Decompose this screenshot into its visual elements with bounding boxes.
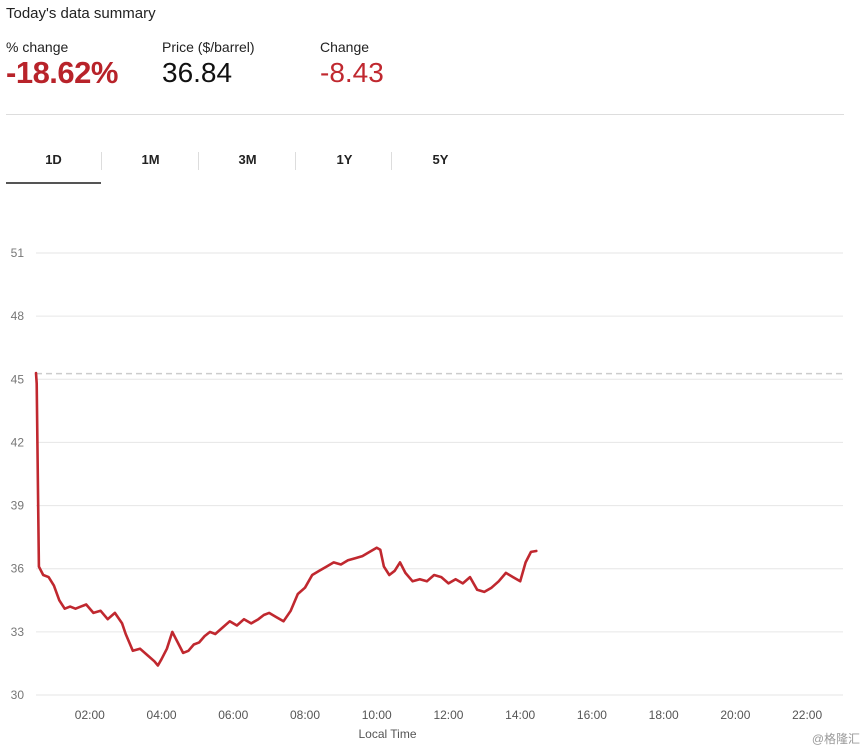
y-tick-label: 39 xyxy=(11,499,25,513)
x-tick-label: 14:00 xyxy=(505,708,535,722)
pct-change-stat: % change -18.62% xyxy=(6,39,118,91)
tab-separator xyxy=(101,152,102,170)
price-value: 36.84 xyxy=(162,57,233,88)
x-tick-label: 08:00 xyxy=(290,708,320,722)
price-label: Price ($/barrel) xyxy=(162,39,255,55)
change-value: -8.43 xyxy=(320,57,384,88)
price-series-line xyxy=(34,371,538,667)
x-tick-label: 18:00 xyxy=(649,708,679,722)
x-tick-label: 10:00 xyxy=(362,708,392,722)
tab-3m[interactable]: 3M xyxy=(238,152,257,167)
y-tick-label: 45 xyxy=(11,372,25,386)
pct-change-value: -18.62% xyxy=(6,55,118,90)
x-tick-label: 04:00 xyxy=(147,708,177,722)
tab-1d[interactable]: 1D xyxy=(6,140,101,184)
y-tick-label: 51 xyxy=(11,246,25,260)
tab-separator xyxy=(391,152,392,170)
tab-5y[interactable]: 5Y xyxy=(432,152,449,167)
pct-change-label: % change xyxy=(6,39,69,55)
x-tick-label: 12:00 xyxy=(433,708,463,722)
change-label: Change xyxy=(320,39,370,55)
tab-1m[interactable]: 1M xyxy=(141,152,160,167)
tab-1y[interactable]: 1Y xyxy=(336,152,353,167)
price-line-chart: 30 33 36 39 42 45 48 51 02:00 04:00 06:00 08:00 10:0… xyxy=(11,246,843,741)
y-tick-label: 48 xyxy=(11,309,25,323)
x-axis-label: Local Time xyxy=(358,727,416,741)
y-tick-label: 36 xyxy=(11,562,25,576)
x-tick-label: 16:00 xyxy=(577,708,607,722)
change-stat: Change -8.43 xyxy=(320,39,384,89)
x-tick-label: 20:00 xyxy=(720,708,750,722)
tab-separator xyxy=(198,152,199,170)
x-tick-label: 06:00 xyxy=(218,708,248,722)
range-tabs: 1D 1M 3M 1Y 5Y xyxy=(6,140,486,184)
watermark: @格隆汇 xyxy=(811,732,860,746)
price-stat: Price ($/barrel) 36.84 xyxy=(162,39,255,89)
summary-title: Today's data summary xyxy=(6,5,156,22)
x-tick-label: 02:00 xyxy=(75,708,105,722)
tab-separator xyxy=(295,152,296,170)
x-tick-label: 22:00 xyxy=(792,708,822,722)
y-tick-label: 33 xyxy=(11,625,25,639)
y-tick-label: 42 xyxy=(11,435,25,449)
y-tick-label: 30 xyxy=(11,688,25,702)
summary-divider xyxy=(6,114,844,115)
